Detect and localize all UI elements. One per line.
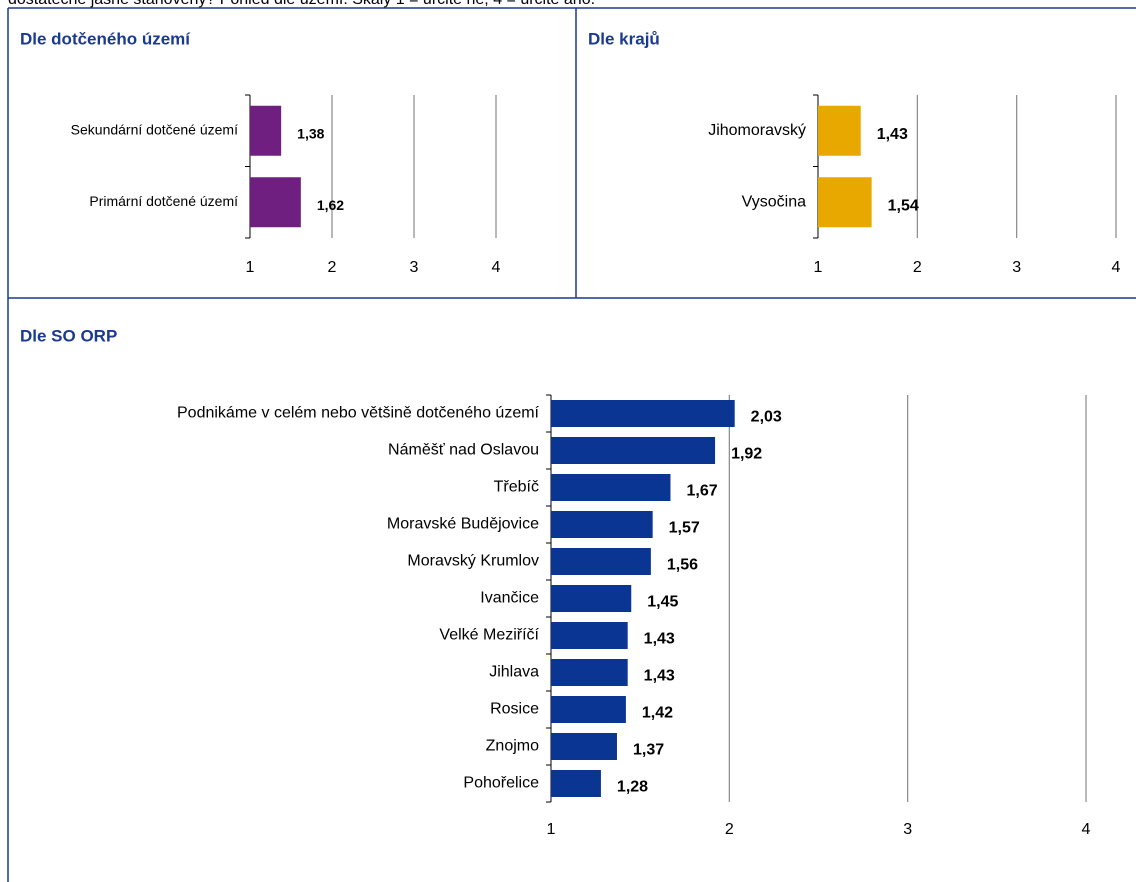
bar [818, 177, 872, 228]
bar [551, 400, 735, 427]
y-tick-label: Moravský Krumlov [407, 553, 539, 570]
bar [551, 548, 651, 575]
x-tick-label: 4 [1082, 821, 1091, 838]
bar [551, 511, 653, 538]
data-label: 2,03 [751, 409, 782, 426]
bar [551, 585, 632, 612]
panel-title: Dle SO ORP [20, 326, 117, 345]
panel-title: Dle dotčeného území [20, 29, 191, 48]
x-tick-label: 2 [328, 259, 337, 276]
y-tick-label: Znojmo [486, 738, 539, 755]
y-tick-label: Třebíč [494, 479, 539, 496]
y-tick-label: Vysočina [742, 193, 806, 210]
data-label: 1,43 [644, 668, 675, 685]
panel-title: Dle krajů [588, 29, 660, 48]
data-label: 1,28 [617, 779, 648, 796]
data-label: 1,45 [647, 594, 678, 611]
bar [551, 437, 716, 464]
bar [818, 105, 861, 156]
x-tick-label: 3 [410, 259, 419, 276]
y-tick-label: Velké Meziříčí [439, 627, 539, 644]
x-tick-label: 1 [814, 259, 823, 276]
x-tick-label: 4 [492, 259, 501, 276]
bar [551, 770, 601, 797]
bar [551, 659, 628, 686]
y-tick-label: Rosice [490, 701, 539, 718]
x-tick-label: 2 [913, 259, 922, 276]
data-label: 1,42 [642, 705, 673, 722]
y-tick-label: Jihlava [489, 664, 539, 681]
data-label: 1,57 [669, 520, 700, 537]
y-tick-label: Jihomoravský [708, 122, 806, 139]
x-tick-label: 1 [547, 821, 556, 838]
y-tick-label: Primární dotčené území [89, 193, 238, 209]
bar [250, 177, 301, 228]
bar [250, 105, 282, 156]
caption: dostatečně jasně stanovený? Pohled dle ú… [8, 0, 595, 8]
data-label: 1,38 [297, 125, 324, 141]
data-label: 1,54 [888, 197, 919, 214]
data-label: 1,37 [633, 742, 664, 759]
bar [551, 733, 617, 760]
bar [551, 622, 628, 649]
data-label: 1,62 [317, 197, 344, 213]
panel-frame [7, 7, 1136, 882]
data-label: 1,43 [644, 631, 675, 648]
y-tick-label: Ivančice [480, 590, 539, 607]
bar [551, 696, 626, 723]
x-tick-label: 1 [246, 259, 255, 276]
y-tick-label: Moravské Budějovice [387, 516, 539, 533]
y-tick-label: Náměšť nad Oslavou [388, 442, 539, 459]
x-tick-label: 3 [903, 821, 912, 838]
data-label: 1,92 [731, 446, 762, 463]
y-tick-label: Pohořelice [463, 775, 539, 792]
data-label: 1,67 [686, 483, 717, 500]
y-tick-label: Sekundární dotčené území [71, 121, 238, 137]
data-label: 1,43 [877, 126, 908, 143]
bar [551, 474, 671, 501]
x-tick-label: 3 [1012, 259, 1021, 276]
x-tick-label: 4 [1112, 259, 1121, 276]
x-tick-label: 2 [725, 821, 734, 838]
data-label: 1,56 [667, 557, 698, 574]
y-tick-label: Podnikáme v celém nebo většině dotčeného… [177, 405, 540, 422]
